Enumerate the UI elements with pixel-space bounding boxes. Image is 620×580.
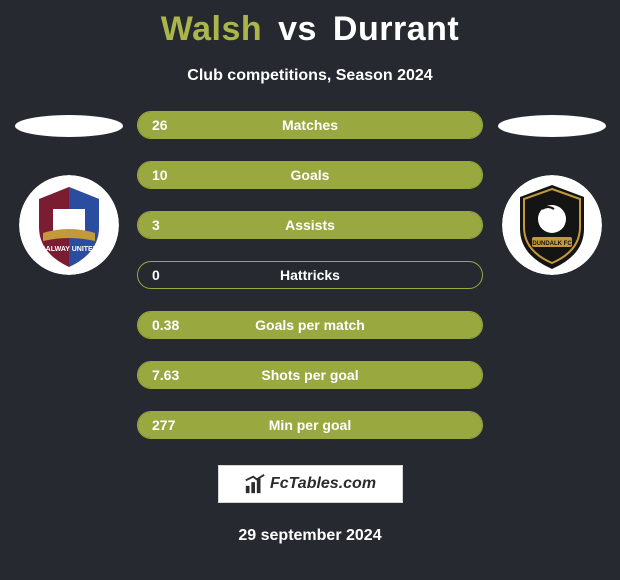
stat-row: 7.63Shots per goal — [137, 361, 483, 389]
vs-separator: vs — [278, 10, 317, 48]
player1-name: Walsh — [161, 10, 262, 48]
stat-label: Goals — [138, 167, 482, 183]
team-left-crest: GALWAY UNITED — [19, 175, 119, 275]
stat-row: 10Goals — [137, 161, 483, 189]
stat-row: 0Hattricks — [137, 261, 483, 289]
stat-label: Min per goal — [138, 417, 482, 433]
stat-label: Hattricks — [138, 267, 482, 283]
page-title: Walsh vs Durrant — [0, 0, 620, 49]
date-caption: 29 september 2024 — [0, 527, 620, 545]
svg-text:DUNDALK FC: DUNDALK FC — [532, 241, 572, 247]
player1-oval — [15, 115, 123, 137]
stat-label: Goals per match — [138, 317, 482, 333]
source-logo: FcTables.com — [218, 465, 403, 503]
player2-name: Durrant — [333, 10, 459, 48]
subtitle: Club competitions, Season 2024 — [0, 67, 620, 85]
stat-row: 0.38Goals per match — [137, 311, 483, 339]
stat-row: 26Matches — [137, 111, 483, 139]
right-side: DUNDALK FC — [489, 115, 614, 275]
bars-icon — [244, 473, 266, 495]
stat-row: 3Assists — [137, 211, 483, 239]
stat-label: Matches — [138, 117, 482, 133]
player2-oval — [498, 115, 606, 137]
stat-label: Shots per goal — [138, 367, 482, 383]
main-layout: GALWAY UNITED 26Matches10Goals3Assists0H… — [0, 115, 620, 439]
svg-text:GALWAY UNITED: GALWAY UNITED — [40, 246, 98, 253]
source-logo-text: FcTables.com — [270, 475, 376, 493]
dundalk-crest-icon: DUNDALK FC — [502, 175, 602, 275]
stat-label: Assists — [138, 217, 482, 233]
team-right-crest: DUNDALK FC — [502, 175, 602, 275]
left-side: GALWAY UNITED — [6, 115, 131, 275]
galway-crest-icon: GALWAY UNITED — [19, 175, 119, 275]
stats-column: 26Matches 10Goals 3Assists 0Hattricks 0.38Go… — [131, 111, 489, 439]
stat-row: 277Min per goal — [137, 411, 483, 439]
